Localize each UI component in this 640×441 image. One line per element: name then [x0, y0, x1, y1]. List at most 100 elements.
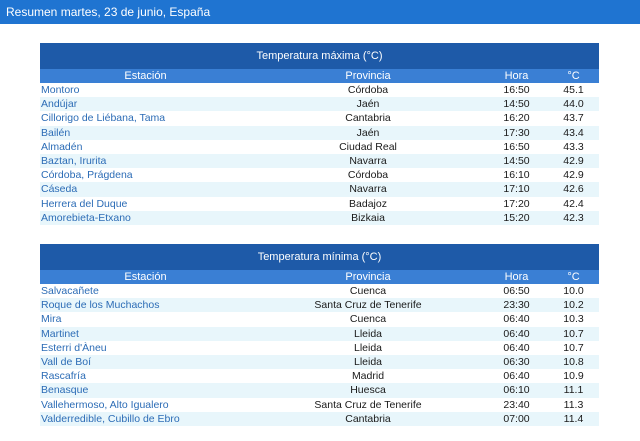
station-link[interactable]: Salvacañete	[40, 284, 251, 299]
table-row: Cáseda Navarra 17:10 42.6	[40, 182, 599, 197]
temperature-cell: 11.1	[548, 383, 599, 398]
station-link[interactable]: Vall de Boí	[40, 354, 251, 370]
temperature-cell: 42.4	[548, 196, 599, 211]
hour-cell: 16:20	[485, 111, 548, 126]
hour-cell: 14:50	[485, 97, 548, 112]
province-cell: Córdoba	[251, 83, 485, 98]
table-row: Rascafría Madrid 06:40 10.9	[40, 369, 599, 384]
hour-cell: 17:20	[485, 196, 548, 211]
temperature-cell: 10.9	[548, 369, 599, 384]
hour-cell: 06:10	[485, 383, 548, 398]
station-link[interactable]: Cillorigo de Liébana, Tama	[40, 111, 251, 126]
station-link[interactable]: Bailén	[40, 125, 251, 140]
station-link[interactable]: Herrera del Duque	[40, 196, 251, 211]
station-link[interactable]: Córdoba, Prágdena	[40, 168, 251, 183]
temperature-cell: 10.8	[548, 354, 599, 370]
col-header-station: Estación	[40, 270, 251, 284]
table-row: Andújar Jaén 14:50 44.0	[40, 97, 599, 112]
table-row: Roque de los Muchachos Santa Cruz de Tene…	[40, 298, 599, 313]
hour-cell: 06:30	[485, 354, 548, 370]
table-row: Herrera del Duque Badajoz 17:20 42.4	[40, 196, 599, 211]
max-table-title: Temperatura máxima (°C)	[40, 43, 599, 69]
station-link[interactable]: Mira	[40, 312, 251, 327]
hour-cell: 06:40	[485, 326, 548, 341]
table-row: Amorebieta-Etxano Bizkaia 15:20 42.3	[40, 210, 599, 225]
hour-cell: 16:50	[485, 83, 548, 98]
col-header-temp: °C	[548, 270, 599, 284]
temperature-cell: 10.0	[548, 284, 599, 299]
table-row: Baztan, Irurita Navarra 14:50 42.9	[40, 153, 599, 169]
hour-cell: 17:10	[485, 182, 548, 197]
table-row: Vallehermoso, Alto Igualero Santa Cruz de…	[40, 397, 599, 412]
station-link[interactable]: Benasque	[40, 383, 251, 398]
province-cell: Jaén	[251, 125, 485, 140]
col-header-station: Estación	[40, 69, 251, 83]
province-cell: Badajoz	[251, 196, 485, 211]
temperature-cell: 11.4	[548, 411, 599, 426]
table-row: Vall de Boí Lleida 06:30 10.8	[40, 354, 599, 370]
table-row: Martinet Lleida 06:40 10.7	[40, 326, 599, 341]
temperature-cell: 42.6	[548, 182, 599, 197]
table-row: Benasque Huesca 06:10 11.1	[40, 383, 599, 398]
province-cell: Jaén	[251, 97, 485, 112]
hour-cell: 15:20	[485, 210, 548, 225]
max-table-header-row: Estación Provincia Hora °C	[40, 69, 599, 83]
temperature-cell: 10.3	[548, 312, 599, 327]
station-link[interactable]: Baztan, Irurita	[40, 153, 251, 169]
station-link[interactable]: Montoro	[40, 83, 251, 98]
hour-cell: 23:30	[485, 298, 548, 313]
province-cell: Santa Cruz de Tenerife	[251, 397, 485, 412]
col-header-hour: Hora	[485, 270, 548, 284]
station-link[interactable]: Amorebieta-Etxano	[40, 210, 251, 225]
hour-cell: 17:30	[485, 125, 548, 140]
province-cell: Navarra	[251, 153, 485, 169]
table-row: Montoro Córdoba 16:50 45.1	[40, 83, 599, 98]
table-row: Cillorigo de Liébana, Tama Cantabria 16:20…	[40, 111, 599, 126]
table-row: Almadén Ciudad Real 16:50 43.3	[40, 139, 599, 154]
station-link[interactable]: Cáseda	[40, 182, 251, 197]
table-row: Valderredible, Cubillo de Ebro Cantabria 0…	[40, 411, 599, 426]
hour-cell: 16:10	[485, 168, 548, 183]
station-link[interactable]: Andújar	[40, 97, 251, 112]
province-cell: Lleida	[251, 326, 485, 341]
station-link[interactable]: Almadén	[40, 139, 251, 154]
province-cell: Bizkaia	[251, 210, 485, 225]
min-table-header-row: Estación Provincia Hora °C	[40, 270, 599, 284]
station-link[interactable]: Martinet	[40, 326, 251, 341]
table-row: Mira Cuenca 06:40 10.3	[40, 312, 599, 327]
min-table-body: Salvacañete Cuenca 06:50 10.0 Roque de los M…	[40, 284, 599, 426]
hour-cell: 14:50	[485, 153, 548, 169]
station-link[interactable]: Roque de los Muchachos	[40, 298, 251, 313]
province-cell: Navarra	[251, 182, 485, 197]
hour-cell: 06:40	[485, 369, 548, 384]
summary-header: Resumen martes, 23 de junio, España	[0, 0, 640, 24]
table-row: Bailén Jaén 17:30 43.4	[40, 125, 599, 140]
min-temperature-block: Temperatura mínima (°C) Estación Provinc…	[40, 244, 599, 426]
province-cell: Lleida	[251, 354, 485, 370]
station-link[interactable]: Esterri d'Àneu	[40, 340, 251, 355]
temperature-cell: 11.3	[548, 397, 599, 412]
hour-cell: 06:40	[485, 340, 548, 355]
province-cell: Lleida	[251, 340, 485, 355]
table-row: Salvacañete Cuenca 06:50 10.0	[40, 284, 599, 299]
max-temperature-block: Temperatura máxima (°C) Estación Provinc…	[40, 43, 599, 225]
hour-cell: 06:50	[485, 284, 548, 299]
col-header-hour: Hora	[485, 69, 548, 83]
temperature-cell: 45.1	[548, 83, 599, 98]
station-link[interactable]: Valderredible, Cubillo de Ebro	[40, 411, 251, 426]
temperature-cell: 10.2	[548, 298, 599, 313]
province-cell: Huesca	[251, 383, 485, 398]
province-cell: Cuenca	[251, 284, 485, 299]
temperature-cell: 44.0	[548, 97, 599, 112]
col-header-temp: °C	[548, 69, 599, 83]
temperature-cell: 43.7	[548, 111, 599, 126]
province-cell: Cuenca	[251, 312, 485, 327]
station-link[interactable]: Vallehermoso, Alto Igualero	[40, 397, 251, 412]
temperature-cell: 43.3	[548, 139, 599, 154]
table-row: Esterri d'Àneu Lleida 06:40 10.7	[40, 340, 599, 355]
summary-title: Resumen martes, 23 de junio, España	[6, 5, 211, 19]
province-cell: Madrid	[251, 369, 485, 384]
province-cell: Cantabria	[251, 111, 485, 126]
station-link[interactable]: Rascafría	[40, 369, 251, 384]
province-cell: Cantabria	[251, 411, 485, 426]
